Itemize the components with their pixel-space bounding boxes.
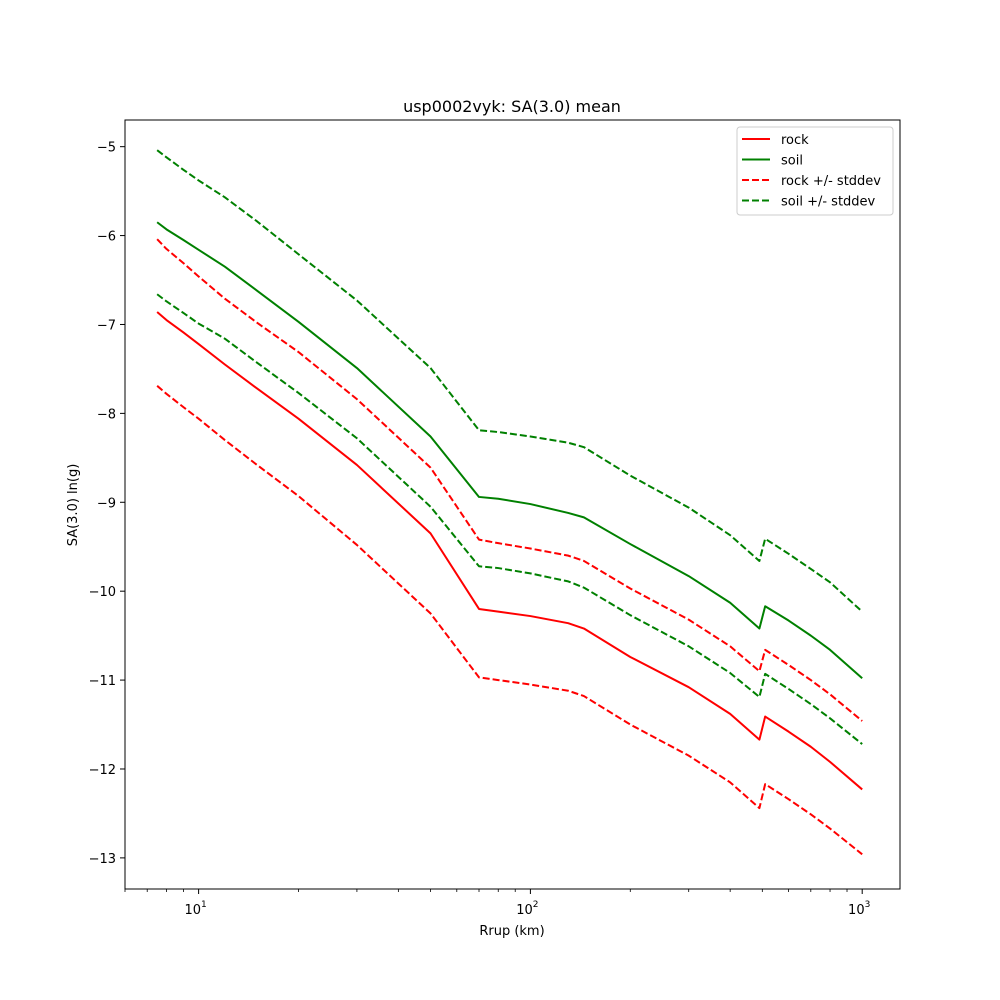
y-tick-label: −9 bbox=[97, 496, 116, 511]
x-axis-label: Rrup (km) bbox=[479, 924, 544, 939]
y-tick-label: −13 bbox=[89, 852, 116, 867]
legend-label: rock +/- stddev bbox=[781, 174, 881, 189]
y-tick-label: −5 bbox=[97, 141, 116, 156]
plot-frame bbox=[124, 119, 901, 890]
y-tick-label: −6 bbox=[97, 230, 116, 245]
legend-label: rock bbox=[781, 133, 809, 148]
legend-box bbox=[736, 126, 894, 216]
y-tick-label: −7 bbox=[97, 318, 116, 333]
y-tick-label: −11 bbox=[89, 674, 116, 689]
y-tick-label: −8 bbox=[97, 407, 116, 422]
series-line-2 bbox=[156, 238, 863, 722]
series-line-3 bbox=[156, 385, 863, 856]
legend-label: soil +/- stddev bbox=[781, 195, 876, 210]
y-tick-label: −12 bbox=[89, 763, 116, 778]
y-tick-label: −10 bbox=[89, 585, 116, 600]
legend-label: soil bbox=[781, 154, 803, 169]
y-axis-label: SA(3.0) ln(g) bbox=[66, 464, 81, 547]
series-line-0 bbox=[156, 311, 863, 791]
chart-title: usp0002vyk: SA(3.0) mean bbox=[403, 97, 621, 116]
series-line-1 bbox=[156, 221, 863, 680]
series-line-4 bbox=[156, 149, 863, 613]
series-layer bbox=[156, 149, 863, 856]
series-line-5 bbox=[156, 293, 863, 745]
legend: rock soil rock +/- stddev soil +/- stddev bbox=[736, 126, 894, 216]
